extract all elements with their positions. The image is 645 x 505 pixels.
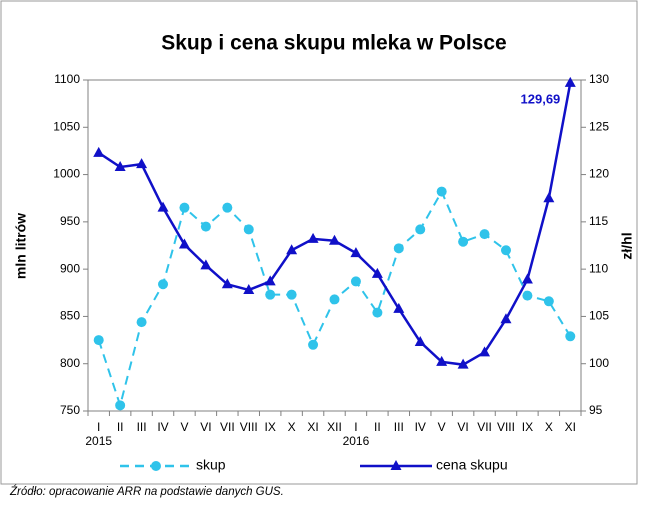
plot-area	[87, 79, 582, 412]
x-tick-label: I	[97, 420, 100, 434]
data-point	[457, 358, 469, 369]
data-point	[479, 229, 490, 240]
data-point	[286, 289, 297, 300]
x-tick-label: VI	[457, 420, 468, 434]
x-tick-label: III	[137, 420, 147, 434]
chart-frame	[0, 0, 638, 485]
y2-tick-label: 130	[589, 72, 609, 86]
data-point	[329, 234, 340, 245]
x-tick-label: VIII	[497, 420, 515, 434]
data-point	[371, 267, 383, 278]
data-point	[136, 158, 148, 169]
data-point	[308, 339, 319, 350]
legend-label: skup	[196, 457, 226, 473]
x-tick-label: XI	[307, 420, 318, 434]
y2-tick-label: 115	[589, 214, 608, 228]
data-point	[521, 273, 533, 284]
x-tick-label: X	[545, 420, 553, 434]
data-point	[564, 76, 576, 87]
y-tick-label: 900	[60, 261, 80, 275]
chart-title: Skup i cena skupu mleka w Polsce	[161, 32, 506, 55]
data-point	[115, 400, 126, 411]
x-tick-label: XII	[327, 420, 342, 434]
data-point	[565, 331, 576, 342]
y-tick-label: 850	[60, 309, 80, 323]
y-tick-label: 1000	[53, 167, 80, 181]
data-point	[436, 186, 447, 197]
data-point	[522, 290, 533, 301]
x-tick-label: XI	[565, 420, 576, 434]
x-tick-label: III	[394, 420, 404, 434]
y2-tick-label: 120	[589, 167, 609, 181]
x-tick-label: X	[288, 420, 296, 434]
x-tick-label: I	[354, 420, 357, 434]
data-point	[286, 244, 298, 255]
data-point	[222, 202, 233, 213]
data-point	[243, 283, 255, 294]
data-point	[93, 335, 104, 346]
data-point	[243, 224, 254, 235]
data-point	[500, 245, 511, 256]
data-point	[114, 161, 126, 172]
data-point	[372, 307, 383, 318]
x-tick-label: II	[117, 420, 124, 434]
data-point	[543, 296, 554, 307]
data-point	[350, 247, 362, 258]
data-point	[179, 202, 190, 213]
x-tick-label: VI	[200, 420, 211, 434]
data-point	[393, 302, 405, 313]
x-tick-label: VII	[477, 420, 492, 434]
data-point	[221, 278, 233, 289]
data-point	[93, 146, 105, 157]
data-label: 129,69	[521, 91, 561, 106]
x-tick-label: VII	[220, 420, 235, 434]
data-point	[329, 294, 340, 305]
data-point	[479, 346, 491, 357]
x-tick-label: VIII	[240, 420, 258, 434]
legend-marker	[390, 460, 402, 470]
data-point	[393, 243, 404, 254]
legend-marker	[151, 461, 161, 471]
y2-tick-label: 125	[589, 119, 609, 133]
y-tick-label: 800	[60, 356, 80, 370]
x-tick-label: IV	[415, 420, 426, 434]
year-label: 2015	[85, 434, 112, 448]
y-axis-label: mln litrów	[13, 213, 29, 279]
y2-tick-label: 110	[589, 261, 608, 275]
data-point	[158, 279, 169, 290]
x-tick-label: IX	[522, 420, 533, 434]
data-point	[436, 355, 448, 366]
data-point	[200, 259, 212, 270]
source-note: Źródło: opracowanie ARR na podstawie dan…	[9, 485, 284, 498]
x-tick-label: II	[374, 420, 381, 434]
x-tick-label: IV	[157, 420, 168, 434]
data-point	[265, 289, 276, 300]
data-point	[307, 232, 319, 243]
data-point	[157, 201, 169, 212]
y2-axis-label: zł/hl	[619, 232, 635, 259]
data-point	[178, 238, 190, 249]
year-label: 2016	[343, 434, 370, 448]
data-point	[200, 221, 211, 232]
y2-tick-label: 100	[589, 356, 609, 370]
y-tick-label: 950	[60, 214, 80, 228]
y2-tick-label: 105	[589, 309, 609, 323]
x-tick-label: V	[438, 420, 446, 434]
data-point	[458, 236, 469, 247]
y2-tick-label: 95	[589, 403, 603, 417]
data-point	[500, 313, 512, 324]
data-point	[264, 275, 276, 286]
data-point	[136, 317, 147, 328]
x-tick-label: IX	[265, 420, 276, 434]
legend-label: cena skupu	[436, 457, 508, 473]
y-tick-label: 1050	[53, 119, 80, 133]
y-tick-label: 750	[60, 403, 80, 417]
data-point	[415, 224, 426, 235]
data-point	[543, 192, 555, 203]
y-tick-label: 1100	[54, 72, 80, 86]
data-point	[350, 276, 361, 287]
x-tick-label: V	[180, 420, 188, 434]
data-point	[414, 335, 426, 346]
